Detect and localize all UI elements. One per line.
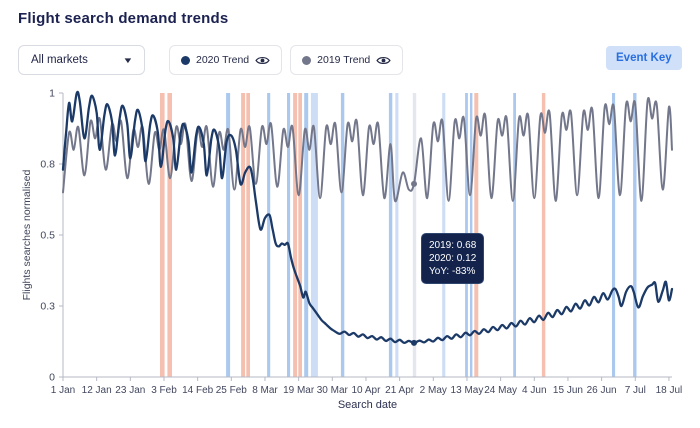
event-band-red <box>167 93 172 377</box>
series-color-dot-2019 <box>302 55 312 65</box>
event-band-red <box>541 93 546 377</box>
legend-label-2019: 2019 Trend <box>317 54 371 66</box>
x-tick-label: 15 Jun <box>553 385 583 396</box>
hover-tooltip: 2019: 0.68 2020: 0.12 YoY: -83% <box>421 233 485 284</box>
event-key-button[interactable]: Event Key <box>606 46 682 70</box>
tooltip-line-yoy: YoY: -83% <box>429 266 476 277</box>
x-tick-label: 26 Jun <box>587 385 617 396</box>
x-tick-label: 2 May <box>420 385 447 396</box>
x-tick-label: 30 Mar <box>317 385 349 396</box>
event-band-gray <box>412 93 417 377</box>
event-band-blue <box>226 93 231 377</box>
event-band-blue <box>340 93 345 377</box>
x-tick-label: 19 Mar <box>283 385 315 396</box>
legend-row: 2020 Trend 2019 Trend <box>169 45 404 75</box>
event-band-blue <box>267 93 271 377</box>
x-tick-label: 8 Mar <box>252 385 278 396</box>
market-dropdown[interactable]: All markets ▼ <box>18 45 145 75</box>
x-tick-label: 12 Jan <box>82 385 112 396</box>
tooltip-line-2020: 2020: 0.12 <box>429 253 477 264</box>
x-tick-label: 7 Jul <box>625 385 646 396</box>
2019-trend-line <box>62 97 673 203</box>
event-band-red <box>298 93 302 377</box>
x-tick-label: 14 Feb <box>182 385 214 396</box>
chevron-down-icon: ▼ <box>122 55 134 65</box>
chart-area[interactable]: 0 0.3 0.5 0.8 1 1 Jan 12 Jan 23 Jan 3 Feb 14 Feb 2… <box>0 85 700 423</box>
event-band-blue <box>287 93 291 377</box>
legend-toggle-2019[interactable]: 2019 Trend <box>290 45 404 75</box>
x-tick-label: 3 Feb <box>151 385 177 396</box>
y-tick-label: 1 <box>49 88 55 100</box>
x-tick-label: 4 Jun <box>522 385 546 396</box>
y-tick-label: 0.5 <box>40 230 55 242</box>
event-band-red <box>246 93 250 377</box>
tooltip-line-2019: 2019: 0.68 <box>429 240 477 251</box>
visibility-eye-icon[interactable] <box>376 55 391 66</box>
event-band-lightblue <box>310 93 318 377</box>
event-band-lightblue <box>395 93 399 377</box>
x-tick-label: 10 Apr <box>352 385 382 396</box>
event-band-blue <box>388 93 393 377</box>
x-tick-label: 18 Jul <box>656 385 683 396</box>
x-tick-label: 13 May <box>451 385 484 396</box>
page-title: Flight search demand trends <box>18 10 229 27</box>
event-band-red <box>160 93 165 377</box>
visibility-eye-icon[interactable] <box>255 55 270 66</box>
hover-point-2019 <box>411 180 418 187</box>
x-tick-label: 21 Apr <box>385 385 415 396</box>
2020-trend-line <box>61 90 674 345</box>
hover-point-2020 <box>411 339 418 346</box>
y-tick-label: 0 <box>49 372 55 384</box>
market-dropdown-value: All markets <box>31 54 88 66</box>
series-color-dot-2020 <box>181 55 190 65</box>
y-tick-label: 0.8 <box>40 159 55 171</box>
y-tick-label: 0.3 <box>40 301 55 313</box>
chart-svg[interactable]: 00.30.50.811 Jan 12 Jan 23 Jan 3 Feb 14 Feb 2… <box>0 85 700 423</box>
event-band-blue <box>633 93 637 377</box>
event-band-red <box>293 93 298 377</box>
x-tick-label: 25 Feb <box>216 385 248 396</box>
x-tick-label: 24 May <box>484 385 517 396</box>
event-band-blue <box>513 93 516 377</box>
x-tick-label: 23 Jan <box>115 385 145 396</box>
x-tick-label: 1 Jan <box>51 385 75 396</box>
event-band-red <box>241 93 246 377</box>
legend-label-2020: 2020 Trend <box>196 54 250 66</box>
legend-toggle-2020[interactable]: 2020 Trend <box>169 45 283 75</box>
y-axis-title: Flights searches normalised <box>21 169 33 300</box>
event-band-blue <box>304 93 309 377</box>
x-axis-title: Search date <box>338 399 397 411</box>
event-band-blue <box>612 93 616 377</box>
